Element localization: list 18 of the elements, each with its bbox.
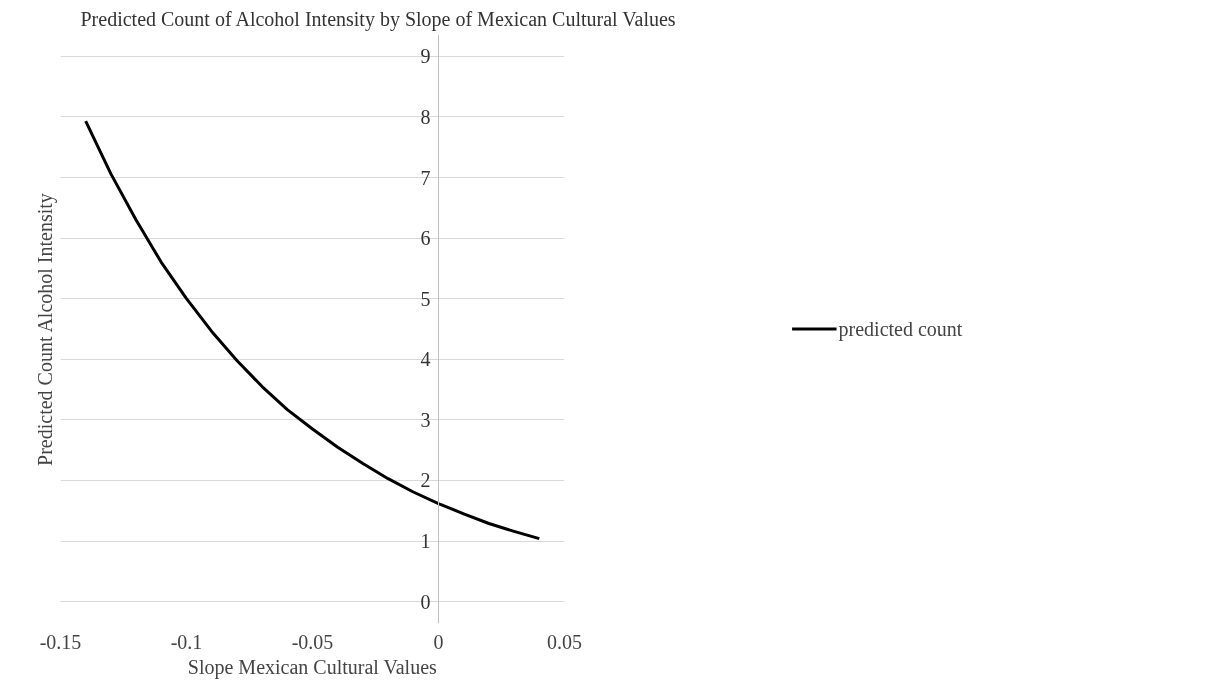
- y-tick-label: 7: [420, 166, 431, 189]
- y-tick-label: 3: [420, 408, 431, 431]
- y-tick-label: 6: [420, 227, 431, 250]
- y-axis-title: Predicted Count Alcohol Intensity: [33, 193, 57, 466]
- y-tick-label: 8: [420, 105, 431, 128]
- y-tick-label: 1: [420, 530, 431, 553]
- y-tick-label: 0: [420, 590, 431, 613]
- y-tick-label: 4: [420, 348, 431, 371]
- x-axis-title: Slope Mexican Cultural Values: [187, 655, 438, 679]
- y-tick-label: 5: [420, 287, 431, 310]
- chart-title: Predicted Count of Alcohol Intensity by Slope of Mexican Cultural Values: [80, 7, 676, 31]
- x-tick-label: -0.15: [39, 630, 82, 653]
- legend-label: predicted count: [838, 317, 963, 340]
- y-tick-label: 9: [420, 45, 431, 68]
- x-tick-label: -0.05: [291, 630, 334, 653]
- x-tick-label: -0.1: [170, 630, 203, 653]
- y-tick-label: 2: [420, 469, 431, 492]
- x-tick-label: 0.05: [547, 630, 582, 653]
